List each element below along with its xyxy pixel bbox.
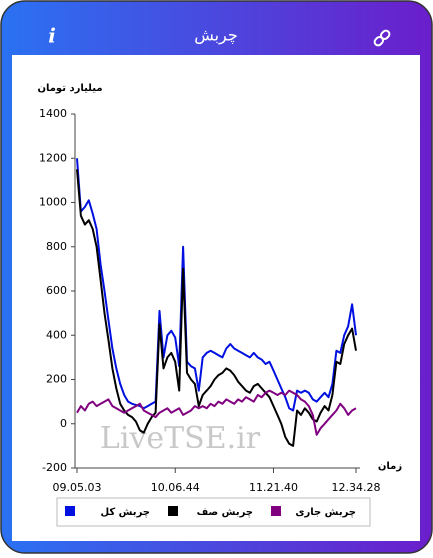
legend xyxy=(56,497,371,527)
y-tick-label: 600 xyxy=(46,284,67,297)
y-tick-label: 1400 xyxy=(39,107,67,120)
y-axis-label: میلیارد تومان xyxy=(37,83,102,94)
y-tick-label: 400 xyxy=(46,328,67,341)
x-tick-label: 09.05.03 xyxy=(53,481,102,494)
info-button[interactable]: i xyxy=(48,24,56,48)
x-tick-label: 10.06.44 xyxy=(151,481,200,494)
watermark: LiveTSE.ir xyxy=(100,421,261,456)
y-tick-label: 1200 xyxy=(39,151,67,164)
y-tick-label: 0 xyxy=(60,417,67,430)
header-title: چربش xyxy=(194,26,238,46)
x-tick-label: 12.34.28 xyxy=(332,481,381,494)
legend-label: چربش صف xyxy=(197,507,253,518)
legend-swatch xyxy=(65,506,75,516)
y-tick-label: 1000 xyxy=(39,196,67,209)
legend-swatch xyxy=(271,506,281,516)
series-line xyxy=(76,169,357,447)
legend-label: چربش جاری xyxy=(295,507,356,518)
series-line xyxy=(76,389,357,436)
y-tick-label: 800 xyxy=(46,240,67,253)
series-line xyxy=(76,158,357,412)
y-tick-label: -200 xyxy=(42,461,67,474)
content-panel xyxy=(12,55,420,541)
legend-label: چربش کل xyxy=(100,507,150,518)
x-tick-label: 11.21.40 xyxy=(249,481,298,494)
x-axis-label: زمان xyxy=(378,461,402,472)
link-icon[interactable] xyxy=(373,29,391,47)
y-tick-label: 200 xyxy=(46,373,67,386)
legend-swatch xyxy=(168,506,178,516)
